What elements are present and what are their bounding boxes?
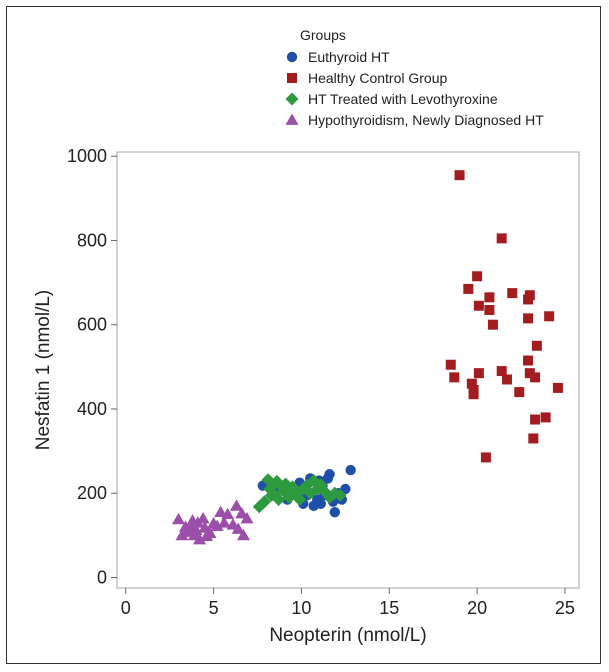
data-point (236, 528, 250, 541)
data-point (528, 433, 539, 444)
data-point (552, 382, 563, 393)
data-point (540, 412, 551, 423)
x-tick-label: 10 (291, 598, 311, 618)
data-point (231, 522, 245, 534)
legend-marker-diamond-icon (285, 92, 299, 106)
legend-title: Groups (300, 27, 346, 43)
data-point (530, 414, 541, 425)
data-point (186, 514, 200, 526)
data-point (196, 511, 210, 524)
x-tick-label: 0 (121, 598, 131, 618)
data-point (210, 519, 224, 531)
data-point (523, 355, 534, 366)
legend-label: Healthy Control Group (308, 70, 448, 86)
legend-marker-circle-icon (286, 51, 298, 63)
x-tick-label: 5 (209, 598, 219, 618)
data-point (487, 319, 498, 330)
y-tick-label: 600 (77, 315, 107, 335)
data-point (445, 359, 456, 370)
legend-marker-triangle-icon (285, 113, 299, 125)
data-point (473, 368, 484, 379)
data-point (265, 488, 279, 502)
data-point (214, 505, 228, 518)
x-tick-label: 20 (467, 598, 487, 618)
data-point (484, 304, 495, 315)
data-point (175, 528, 189, 541)
data-point (466, 378, 477, 389)
data-point (524, 368, 535, 379)
y-tick-label: 400 (77, 399, 107, 419)
series-1 (445, 170, 563, 463)
series-3 (171, 499, 254, 545)
data-point (472, 271, 483, 282)
y-tick-label: 1000 (67, 146, 107, 166)
series-2 (252, 473, 347, 514)
data-point (277, 484, 291, 498)
data-point (484, 292, 495, 303)
legend-items: Euthyroid HT Healthy Control Group HT Trea… (285, 49, 544, 128)
y-tick-label: 0 (97, 567, 107, 587)
data-point (473, 300, 484, 311)
data-point (324, 469, 335, 480)
data-point (496, 366, 507, 377)
data-point (530, 372, 541, 383)
x-axis-title: Neopterin (nmol/L) (269, 625, 426, 646)
data-point (523, 294, 534, 305)
data-point (258, 495, 272, 509)
data-point (531, 340, 542, 351)
data-point (463, 283, 474, 294)
data-point (171, 512, 185, 525)
data-point (501, 374, 512, 385)
x-tick-label: 25 (555, 598, 575, 618)
legend-label: HT Treated with Levothyroxine (308, 91, 498, 107)
y-tick-label: 800 (77, 230, 107, 250)
data-point (189, 523, 203, 536)
x-axis: 0 5 10 15 20 25 (121, 588, 575, 618)
x-tick-label: 15 (379, 598, 399, 618)
data-point (333, 488, 347, 502)
data-point (293, 493, 307, 507)
data-point (203, 526, 217, 539)
legend-label: Euthyroid HT (308, 49, 390, 65)
y-axis: 0 200 400 600 800 1000 (67, 146, 117, 587)
data-point (507, 288, 518, 299)
data-point (544, 311, 555, 322)
data-point (221, 507, 235, 520)
data-point (514, 387, 525, 398)
data-point (480, 452, 491, 463)
legend: Groups Euthyroid HT Healthy Control Group… (285, 27, 544, 128)
data-point (449, 372, 460, 383)
data-point (454, 170, 465, 181)
legend-marker-square-icon (287, 73, 297, 83)
data-point (198, 521, 212, 533)
y-axis-title: Nesfatin 1 (nmol/L) (33, 290, 54, 451)
data-point (345, 464, 356, 476)
data-point (235, 506, 249, 519)
legend-label: Hypothyroidism, Newly Diagnosed HT (308, 112, 544, 128)
data-point (193, 533, 207, 545)
data-point (468, 389, 479, 400)
y-tick-label: 200 (77, 483, 107, 503)
data-point (523, 313, 534, 324)
data-point (217, 516, 231, 528)
data-point (329, 506, 341, 518)
data-point (240, 511, 254, 524)
data-points (171, 170, 563, 545)
data-point (315, 498, 326, 509)
data-point (496, 233, 507, 244)
data-point (229, 499, 243, 511)
